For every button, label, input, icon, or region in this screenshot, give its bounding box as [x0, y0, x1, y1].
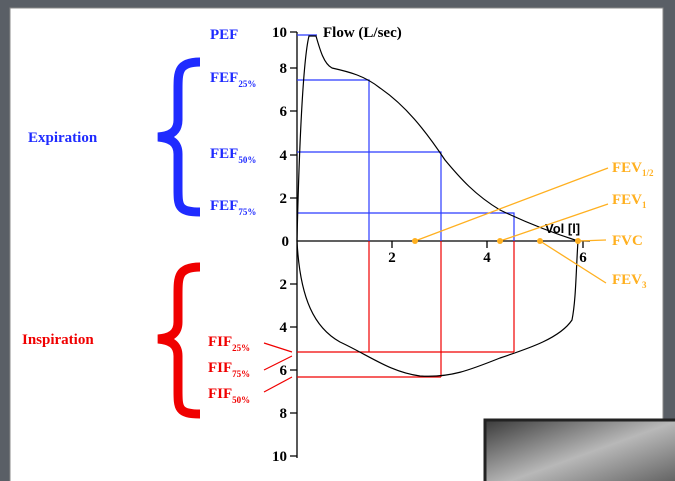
xray-image — [485, 420, 675, 481]
label: FEV3 — [612, 272, 647, 290]
tick: 4 — [483, 250, 491, 266]
label: FEV1 — [612, 192, 647, 210]
inspiration-label: Inspiration — [22, 332, 94, 348]
label: PEF — [210, 27, 238, 43]
tick: 0 — [282, 234, 290, 250]
tick: 6 — [280, 363, 288, 379]
panel — [10, 8, 663, 481]
label: FVC — [612, 233, 643, 249]
tick: 10 — [272, 449, 287, 465]
slide: 10 8 6 4 2 0 2 4 6 8 10 2 4 6 Flow (L/se… — [0, 0, 675, 481]
tick: 6 — [579, 250, 587, 266]
tick: 2 — [280, 277, 288, 293]
tick: 6 — [280, 104, 288, 120]
tick: 4 — [280, 148, 288, 164]
tick: 2 — [280, 191, 288, 207]
tick: 8 — [280, 406, 288, 422]
tick: 10 — [272, 25, 287, 41]
inspiration-items: FIF25% FIF75% FIF50% — [208, 334, 250, 405]
tick: 4 — [280, 320, 288, 336]
y-axis-label: Flow (L/sec) — [323, 25, 402, 41]
expiration-label: Expiration — [28, 130, 98, 146]
tick: 8 — [280, 61, 288, 77]
tick: 2 — [388, 250, 396, 266]
